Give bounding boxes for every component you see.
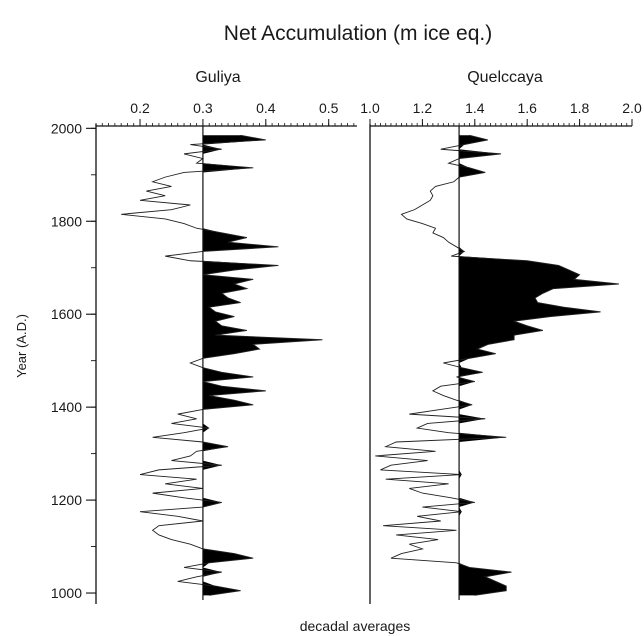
y-tick-label: 1200 — [51, 492, 82, 508]
y-tick-label: 1600 — [51, 306, 82, 322]
x-tick-label-0: 0.4 — [256, 100, 276, 116]
guliya-panel: 0.2 0.3 0.4 0.5 1000 1200 1400 1600 1800 2000 — [51, 100, 357, 604]
y-axis-label: Year (A.D.) — [14, 314, 29, 378]
x-tick-label-1: 1.0 — [360, 100, 380, 116]
x-tick-label-1: 1.4 — [465, 100, 485, 116]
chart-title: Net Accumulation (m ice eq.) — [224, 22, 492, 45]
y-tick-label: 1400 — [51, 399, 82, 415]
area-above-mean-0 — [202, 135, 323, 596]
y-tick-label: 1800 — [51, 213, 82, 229]
x-tick-label-1: 1.8 — [570, 100, 590, 116]
area-above-mean-1 — [459, 135, 619, 596]
x-tick-label-1: 1.2 — [413, 100, 433, 116]
x-tick-label-1: 2.0 — [622, 100, 642, 116]
series-line-0 — [121, 134, 323, 596]
x-tick-label-0: 0.3 — [193, 100, 213, 116]
footnote-decadal-averages: decadal averages — [300, 618, 411, 634]
panel-title-quelccaya: Quelccaya — [467, 69, 543, 86]
x-tick-label-0: 0.2 — [130, 100, 150, 116]
x-tick-label-0: 0.5 — [319, 100, 339, 116]
quelccaya-panel: 1.0 1.2 1.4 1.6 1.8 2.0 — [360, 100, 642, 604]
series-line-1 — [375, 134, 619, 596]
y-tick-label: 2000 — [51, 120, 82, 136]
y-tick-label: 1000 — [51, 585, 82, 601]
panel-title-guliya: Guliya — [195, 69, 240, 86]
x-tick-label-1: 1.6 — [517, 100, 537, 116]
